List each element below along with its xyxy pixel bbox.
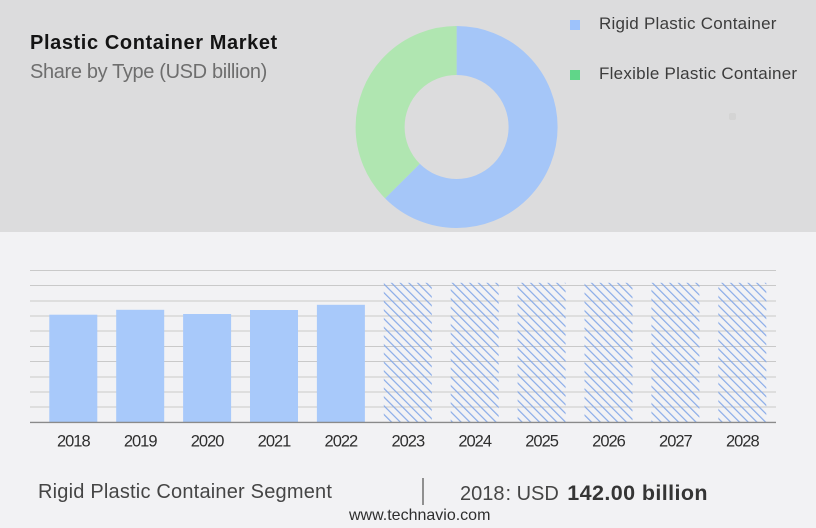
svg-text:2020: 2020 xyxy=(191,432,225,450)
svg-text:2019: 2019 xyxy=(124,432,158,450)
svg-text:2027: 2027 xyxy=(659,432,693,450)
svg-text:2023: 2023 xyxy=(391,432,425,450)
svg-text:2028: 2028 xyxy=(726,432,760,450)
svg-text:2024: 2024 xyxy=(458,432,492,450)
svg-text:2025: 2025 xyxy=(525,432,559,450)
svg-text:2018: 2018 xyxy=(57,432,91,450)
svg-text:2022: 2022 xyxy=(325,432,359,450)
svg-text:2026: 2026 xyxy=(592,432,626,450)
svg-text:2021: 2021 xyxy=(258,432,292,450)
